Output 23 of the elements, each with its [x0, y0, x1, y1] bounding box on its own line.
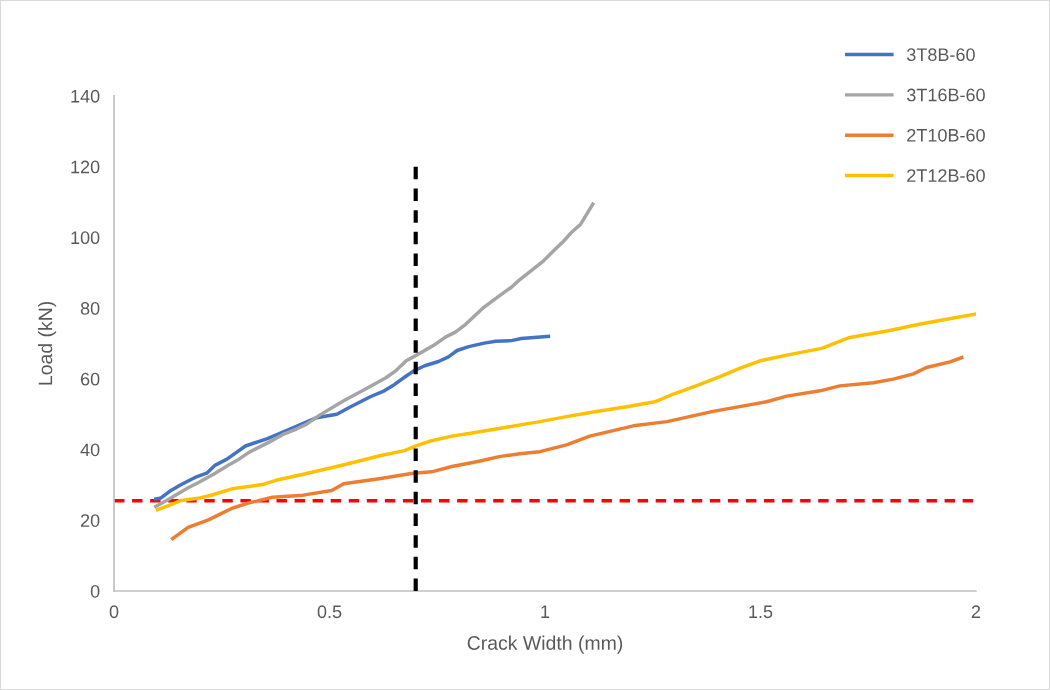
line-series — [154, 334, 551, 501]
line-series — [170, 355, 964, 541]
legend-label: 3T16B-60 — [906, 88, 985, 102]
x-tick-label: 0 — [109, 605, 119, 619]
line-series — [155, 312, 976, 512]
y-axis-title: Load (kN) — [38, 301, 57, 385]
x-tick-label: 1 — [541, 605, 550, 618]
y-tick-label: 80 — [80, 302, 100, 315]
legend-label: 2T10B-60 — [907, 128, 985, 142]
legend-label: 2T12B-60 — [907, 169, 985, 182]
x-tick-label: 2 — [971, 605, 981, 618]
y-tick-label: 140 — [71, 89, 100, 103]
line-series — [154, 202, 595, 509]
x-tick-label: 1.5 — [749, 605, 773, 619]
x-tick-label: 0.5 — [317, 605, 342, 619]
legend-label: 3T8B-60 — [906, 48, 975, 62]
y-tick-label: 60 — [80, 372, 100, 386]
x-axis-title: Crack Width (mm) — [467, 635, 623, 654]
y-tick-label: 40 — [80, 443, 100, 457]
y-tick-label: 20 — [80, 514, 100, 527]
y-tick-label: 100 — [71, 231, 100, 245]
y-tick-label: 120 — [71, 160, 100, 174]
y-tick-label: 0 — [90, 584, 100, 598]
